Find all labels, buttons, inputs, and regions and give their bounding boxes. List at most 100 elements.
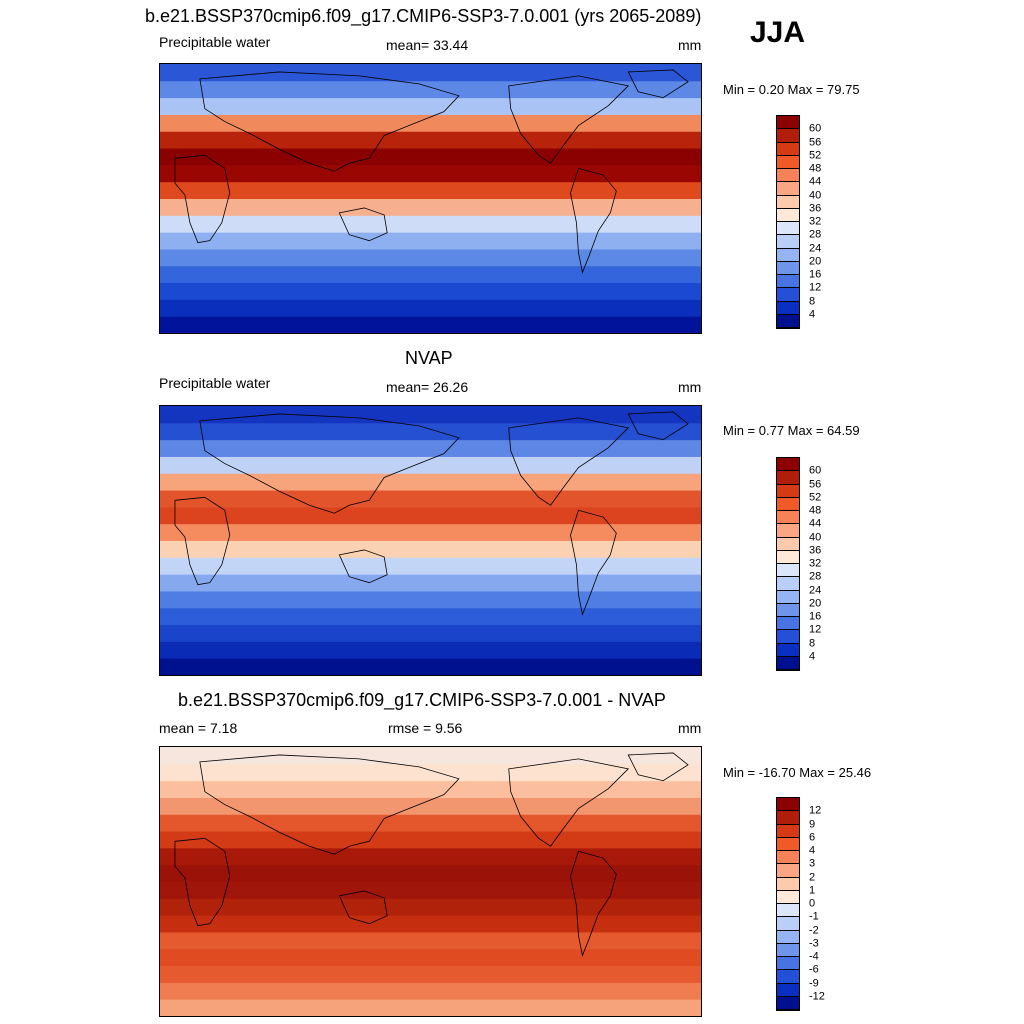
colorbar-tick-label: 12: [809, 281, 822, 294]
colorbar-tick-label: 44: [809, 175, 822, 188]
contour-band: [160, 557, 701, 575]
contour-band: [160, 316, 701, 333]
contour-band: [160, 881, 701, 899]
colorbar-box: [777, 970, 799, 984]
panel2-colorbar: 60 56 52 48 44 40 36 32 28 24 20 16 12 8 4: [776, 457, 821, 671]
colorbar-box: [777, 577, 799, 591]
colorbar-tick-label: -12: [809, 990, 825, 1003]
colorbar-tick-label: 52: [809, 491, 822, 504]
contour-band: [160, 114, 701, 132]
colorbar-tick-label: 0: [809, 897, 816, 910]
colorbar-tick-label: 56: [809, 136, 822, 148]
panel1-map-field: [160, 64, 701, 333]
panel2-units: mm: [678, 379, 702, 395]
colorbar-box: [777, 155, 799, 169]
coastline: [174, 496, 231, 586]
panel2-mean-label: mean= 26.26: [386, 379, 469, 395]
colorbar-tick-label: 48: [809, 162, 822, 175]
colorbar-box: [777, 142, 799, 156]
colorbar-tick-label: 56: [809, 478, 822, 490]
colorbar-box: [777, 983, 799, 997]
coastline: [627, 752, 689, 782]
colorbar-tick-label: 52: [809, 149, 822, 162]
colorbar-tick-label: 40: [809, 189, 822, 201]
contour-band: [160, 64, 701, 82]
colorbar-box: [777, 537, 799, 551]
colorbar-box: [777, 630, 799, 644]
colorbar-tick-label: 28: [809, 228, 822, 241]
panel3-minmax: Min = -16.70 Max = 25.46: [723, 765, 872, 780]
coastline: [570, 167, 617, 274]
panel1-units: mm: [678, 37, 702, 53]
coastline: [570, 850, 617, 957]
panel2-variable-label: Precipitable water: [159, 375, 271, 391]
colorbar-box: [777, 524, 799, 538]
contour-band: [160, 148, 701, 166]
colorbar-tick-label: 9: [809, 818, 816, 830]
colorbar-tick-label: 12: [809, 623, 822, 636]
contour-band: [160, 80, 701, 99]
colorbar-tick-label: -9: [809, 977, 819, 989]
panel3-units: mm: [678, 720, 702, 736]
colorbar-box: [777, 851, 799, 865]
panel3-rmse-label: rmse = 9.56: [388, 720, 463, 736]
colorbar-box: [777, 917, 799, 931]
coastline: [199, 754, 460, 855]
colorbar-box: [777, 617, 799, 631]
contour-band: [160, 215, 701, 233]
contour-band: [160, 797, 701, 815]
colorbar-tick-label: 36: [809, 202, 822, 215]
contour-band: [160, 590, 701, 609]
colorbar-tick-label: 12: [809, 804, 822, 817]
colorbar-box: [777, 890, 799, 904]
colorbar-tick-label: 1: [809, 884, 816, 897]
colorbar-tick-label: 4: [809, 844, 816, 857]
contour-band: [160, 814, 701, 832]
colorbar-box: [777, 235, 799, 249]
colorbar-tick-label: 48: [809, 504, 822, 517]
contour-band: [160, 915, 701, 933]
panel1-mean-label: mean= 33.44: [386, 37, 469, 53]
colorbar-tick-label: 3: [809, 857, 816, 870]
colorbar-tick-label: 8: [809, 295, 816, 307]
contour-band: [160, 422, 701, 441]
colorbar-tick-label: -4: [809, 950, 819, 963]
colorbar-box: [777, 943, 799, 957]
coastline: [570, 509, 617, 616]
colorbar-box: [777, 169, 799, 183]
colorbar-tick-label: 2: [809, 871, 816, 883]
season-label: JJA: [750, 16, 806, 49]
contour-band: [160, 164, 701, 183]
colorbar-box: [777, 261, 799, 275]
contour-band: [160, 847, 701, 866]
contour-band: [160, 948, 701, 967]
coastline: [627, 411, 689, 441]
colorbar-box: [777, 798, 799, 812]
coastline: [508, 75, 630, 164]
colorbar-box: [777, 275, 799, 289]
colorbar-tick-label: 36: [809, 544, 822, 557]
contour-band: [160, 780, 701, 798]
colorbar-tick-label: 4: [809, 650, 816, 663]
colorbar-tick-label: 40: [809, 531, 822, 543]
colorbar-box: [777, 116, 799, 130]
colorbar-tick-label: 28: [809, 570, 822, 583]
colorbar-box: [777, 603, 799, 617]
contour-band: [160, 999, 701, 1016]
colorbar-tick-label: -1: [809, 910, 819, 923]
colorbar-tick-label: 60: [809, 464, 822, 477]
contour-band: [160, 965, 701, 983]
colorbar-tick-label: 32: [809, 557, 822, 570]
coastline: [338, 207, 388, 242]
colorbar-box: [777, 656, 799, 670]
panel2-map-field: [160, 406, 701, 675]
colorbar-box: [777, 930, 799, 944]
panel1-colorbar: 60 56 52 48 44 40 36 32 28 24 20 16 12 8 4: [776, 115, 821, 329]
colorbar-box: [777, 550, 799, 564]
colorbar-box: [777, 208, 799, 222]
contour-band: [160, 931, 701, 950]
contour-band: [160, 181, 701, 199]
contour-band: [160, 624, 701, 642]
colorbar-tick-label: -3: [809, 937, 819, 950]
contour-band: [160, 232, 701, 250]
